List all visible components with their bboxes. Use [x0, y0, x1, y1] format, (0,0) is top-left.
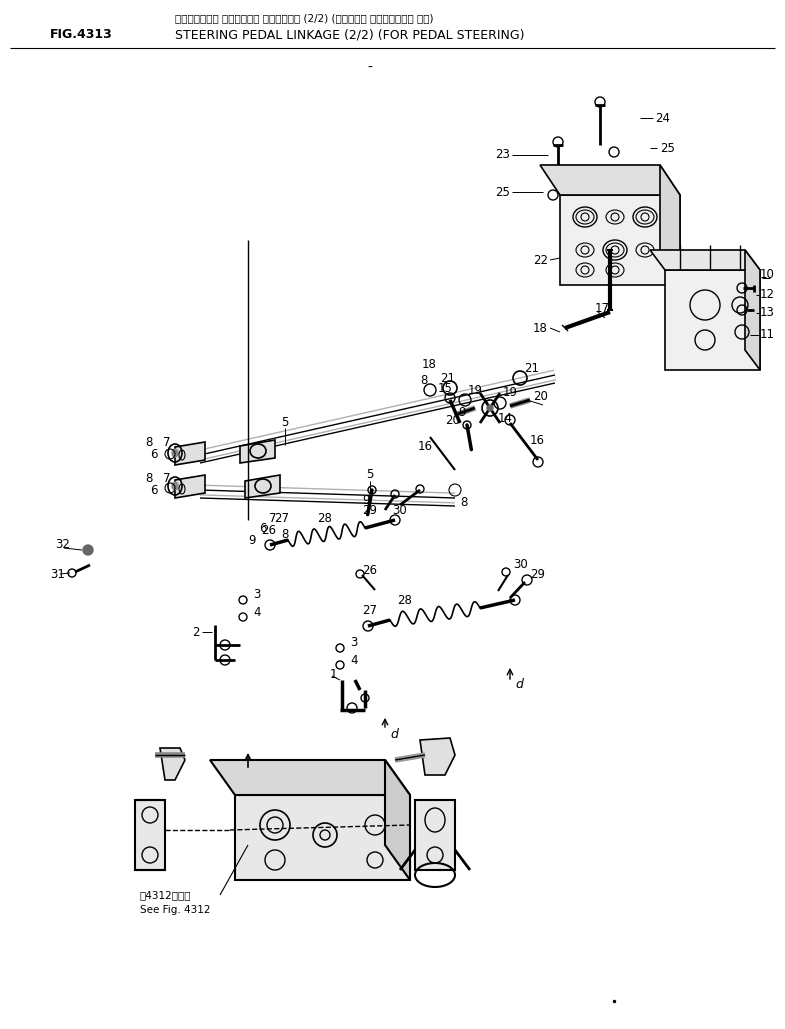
- Ellipse shape: [83, 545, 93, 555]
- Text: 7: 7: [163, 471, 170, 485]
- Polygon shape: [160, 748, 185, 780]
- Text: 第4312図参照: 第4312図参照: [140, 890, 192, 900]
- Text: 6: 6: [259, 522, 267, 534]
- Text: 7: 7: [269, 511, 277, 525]
- Polygon shape: [175, 475, 205, 498]
- Text: 8: 8: [145, 436, 152, 450]
- Text: See Fig. 4312: See Fig. 4312: [140, 904, 210, 915]
- Text: 6: 6: [150, 484, 158, 497]
- Text: d: d: [390, 729, 398, 742]
- Ellipse shape: [172, 482, 178, 490]
- Text: -: -: [367, 61, 372, 75]
- Polygon shape: [665, 270, 760, 370]
- Polygon shape: [745, 250, 760, 370]
- Text: 22: 22: [533, 253, 548, 267]
- Text: 30: 30: [392, 503, 407, 517]
- Polygon shape: [650, 250, 760, 270]
- Polygon shape: [420, 738, 455, 775]
- Text: 5: 5: [367, 468, 374, 482]
- Text: 12: 12: [760, 288, 775, 301]
- Text: 28: 28: [318, 511, 332, 525]
- Text: 5: 5: [281, 416, 289, 428]
- Text: 18: 18: [533, 321, 548, 334]
- Text: 23: 23: [495, 148, 510, 162]
- Polygon shape: [385, 760, 410, 880]
- Text: 26: 26: [363, 564, 378, 576]
- Text: 9: 9: [458, 406, 466, 420]
- Polygon shape: [235, 795, 410, 880]
- Polygon shape: [245, 475, 280, 498]
- Text: 8: 8: [460, 497, 467, 509]
- Text: 9: 9: [362, 494, 370, 506]
- Text: 17: 17: [595, 301, 610, 315]
- Text: 20: 20: [445, 414, 460, 426]
- Text: 3: 3: [253, 589, 261, 602]
- Text: 19: 19: [468, 384, 483, 396]
- Polygon shape: [210, 760, 410, 795]
- Text: 24: 24: [655, 111, 670, 125]
- Text: 15: 15: [438, 382, 453, 394]
- Text: 7: 7: [163, 436, 170, 450]
- Ellipse shape: [487, 405, 493, 411]
- Text: 4: 4: [350, 653, 357, 667]
- Polygon shape: [135, 800, 165, 870]
- Text: 10: 10: [760, 269, 775, 282]
- Text: 32: 32: [55, 538, 70, 552]
- Text: 20: 20: [533, 390, 548, 403]
- Text: 3: 3: [350, 637, 357, 649]
- Text: 16: 16: [530, 433, 545, 447]
- Text: 25: 25: [495, 185, 510, 199]
- Text: 27: 27: [363, 603, 378, 616]
- Text: d: d: [515, 678, 523, 691]
- Text: ステアリング゛ コントロール リンケージ゛ (2/2) (ペ゛タ゛ル ステアリング゛ ヨウ): ステアリング゛ コントロール リンケージ゛ (2/2) (ペ゛タ゛ル ステアリン…: [175, 13, 433, 23]
- Text: 31: 31: [50, 568, 65, 581]
- Polygon shape: [415, 800, 455, 870]
- Polygon shape: [540, 165, 680, 196]
- Text: 27: 27: [275, 511, 290, 525]
- Text: 4: 4: [253, 605, 261, 618]
- Text: 21: 21: [524, 361, 539, 375]
- Text: 8: 8: [420, 374, 427, 387]
- Text: 2: 2: [192, 626, 200, 639]
- Text: 25: 25: [660, 142, 675, 154]
- Text: 18: 18: [422, 358, 437, 371]
- Text: 19: 19: [503, 387, 518, 399]
- Text: 28: 28: [397, 594, 412, 606]
- Text: 21: 21: [440, 371, 455, 385]
- Polygon shape: [660, 165, 680, 285]
- Text: 14: 14: [498, 412, 513, 425]
- Text: 11: 11: [760, 328, 775, 342]
- Text: 26: 26: [261, 524, 276, 536]
- Text: 8: 8: [145, 471, 152, 485]
- Text: 13: 13: [760, 307, 775, 319]
- Text: 29: 29: [530, 568, 545, 580]
- Text: 1: 1: [330, 668, 338, 680]
- Text: 6: 6: [150, 449, 158, 461]
- Text: STEERING PEDAL LINKAGE (2/2) (FOR PEDAL STEERING): STEERING PEDAL LINKAGE (2/2) (FOR PEDAL …: [175, 29, 524, 41]
- Text: 30: 30: [513, 559, 528, 571]
- Text: 9: 9: [248, 533, 256, 546]
- Text: 8: 8: [281, 529, 289, 541]
- Text: FIG.4313: FIG.4313: [50, 29, 113, 41]
- Text: 16: 16: [418, 440, 433, 454]
- Polygon shape: [240, 440, 275, 463]
- Polygon shape: [175, 442, 205, 465]
- Text: 29: 29: [363, 503, 378, 517]
- Polygon shape: [560, 196, 680, 285]
- Ellipse shape: [172, 449, 178, 457]
